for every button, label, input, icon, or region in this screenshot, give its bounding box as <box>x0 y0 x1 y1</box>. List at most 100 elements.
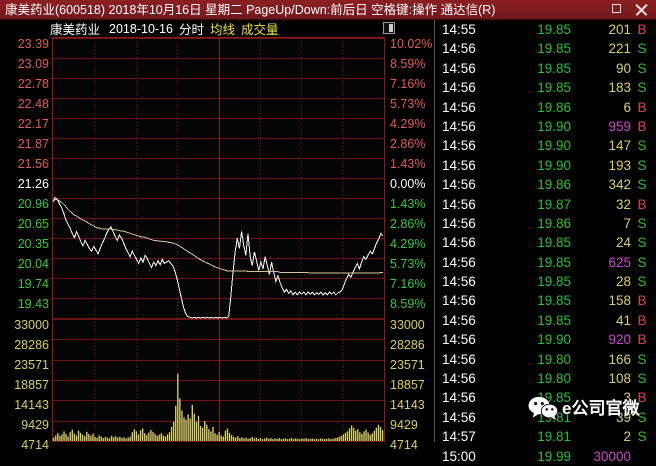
volume-bar <box>90 435 92 441</box>
ticker-row[interactable]: 14:56 19.81 39 S <box>435 408 656 427</box>
ticker-row[interactable]: 14:56 19.90 920 B <box>435 330 656 349</box>
volume-bar <box>357 429 359 441</box>
volume-bar <box>162 435 165 441</box>
volume-bar <box>61 434 63 441</box>
percent-axis-label: 1.43% <box>390 197 426 211</box>
volume-axis-label: 33000 <box>390 318 425 332</box>
chart-ma-label[interactable]: 均线 <box>209 23 235 37</box>
close-x-icon[interactable] <box>635 3 648 16</box>
ticker-row[interactable]: 14:56 19.85 183 S <box>435 78 656 97</box>
volume-bar <box>228 432 231 441</box>
price-axis-label: 22.78 <box>17 77 49 91</box>
ticker-time: 14:56 <box>442 235 476 251</box>
volume-bar <box>121 438 123 441</box>
ticker-volume: 342 <box>608 177 631 193</box>
volume-bar <box>181 410 183 441</box>
volume-bar <box>230 435 233 441</box>
percent-axis-label: 10.02% <box>390 37 433 51</box>
ticker-row[interactable]: 14:56 19.85 221 S <box>435 39 656 58</box>
ticker-price: 19.90 <box>537 118 571 134</box>
ticker-row[interactable]: 14:56 19.85 28 S <box>435 272 656 291</box>
chart-volume-label[interactable]: 成交量 <box>241 23 279 37</box>
ticker-price: 19.85 <box>537 293 571 309</box>
volume-bar <box>129 436 131 441</box>
ticker-direction-flag: S <box>637 274 647 290</box>
ticker-row[interactable]: 14:56 19.85 158 B <box>435 291 656 310</box>
volume-bar <box>361 433 363 441</box>
volume-bar <box>146 435 148 441</box>
volume-bar <box>160 433 162 441</box>
volume-bar <box>241 437 243 441</box>
volume-bar <box>199 425 202 441</box>
volume-bar <box>355 430 357 441</box>
volume-bar <box>106 437 109 441</box>
chart-column: 康美药业 2018-10-16 分时 均线 成交量 23.39 23.09 22.7… <box>0 20 434 452</box>
volume-bar <box>193 413 196 441</box>
volume-bar <box>315 438 318 441</box>
ticker-time: 14:56 <box>442 196 476 212</box>
ticker-row[interactable]: 15:00 19.99 30000 <box>435 447 656 466</box>
ticker-direction-flag: S <box>637 235 647 251</box>
ticker-price: 19.85 <box>537 60 571 76</box>
ticker-row[interactable]: 14:56 19.86 7 S <box>435 214 656 233</box>
ticker-direction-flag: B <box>637 390 647 406</box>
maximize-square-icon[interactable] <box>611 3 624 16</box>
ticker-row[interactable]: 14:57 19.81 2 S <box>435 427 656 446</box>
ticker-direction-flag: B <box>637 196 647 212</box>
ticker-row[interactable]: 14:56 19.86 342 S <box>435 175 656 194</box>
volume-bar <box>330 439 332 441</box>
trade-ticker-list[interactable]: 14:55 19.85 201 B 14:56 19.85 221 S 14:56 19.85 90… <box>434 20 656 464</box>
ticker-row[interactable]: 14:56 19.90 959 B <box>435 117 656 136</box>
volume-bar <box>363 431 365 441</box>
price-axis-label: 21.56 <box>17 157 49 171</box>
price-axis-label: 20.65 <box>17 217 49 231</box>
ticker-row[interactable]: 14:56 19.87 32 B <box>435 195 656 214</box>
window-titlebar: 康美药业(600518) 2018年10月16日 星期二 PageUp/Down… <box>0 0 656 20</box>
volume-bar <box>204 421 206 441</box>
volume-bar <box>172 421 175 441</box>
percent-axis-right: 10.02% 8.59% 7.16% 5.73% 4.29% 2.86% 1.43% 0.00… <box>388 37 434 452</box>
ticker-price: 19.85 <box>537 254 571 270</box>
volume-bar <box>164 436 167 441</box>
ticker-row[interactable]: 14:56 19.90 193 S <box>435 156 656 175</box>
ticker-row[interactable]: 14:56 19.86 6 B <box>435 98 656 117</box>
volume-bar <box>292 439 295 441</box>
percent-axis-label: 4.29% <box>390 237 426 251</box>
ticker-row[interactable]: 14:56 19.80 166 S <box>435 350 656 369</box>
chart-header: 康美药业 2018-10-16 分时 均线 成交量 <box>0 20 434 37</box>
ticker-price: 19.90 <box>537 332 571 348</box>
ticker-row[interactable]: 14:56 19.80 108 S <box>435 369 656 388</box>
ticker-row[interactable]: 14:56 19.85 625 S <box>435 253 656 272</box>
volume-bar <box>226 428 229 441</box>
ticker-volume: 920 <box>608 332 631 348</box>
volume-bar <box>67 436 69 441</box>
ticker-row[interactable]: 14:56 19.85 90 S <box>435 59 656 78</box>
volume-bar <box>179 398 181 441</box>
ticker-row[interactable]: 14:55 19.85 201 B <box>435 20 656 39</box>
volume-bar <box>141 428 144 441</box>
volume-bar <box>104 436 107 441</box>
ticker-direction-flag: S <box>637 371 647 387</box>
volume-plot[interactable] <box>52 319 385 442</box>
volume-bar <box>290 438 293 441</box>
ticker-row[interactable]: 14:56 19.85 24 S <box>435 233 656 252</box>
volume-bar <box>286 439 289 441</box>
volume-bar <box>84 436 86 441</box>
price-axis-label: 21.26 <box>17 177 49 191</box>
split-panel-icon[interactable] <box>383 22 395 34</box>
price-plot[interactable] <box>52 37 385 319</box>
volume-bar <box>94 436 96 441</box>
ticker-price: 19.85 <box>537 390 571 406</box>
ticker-volume: 147 <box>608 138 631 154</box>
ticker-direction-flag: B <box>637 332 647 348</box>
volume-bar <box>98 435 100 441</box>
ticker-row[interactable]: 14:56 19.85 41 B <box>435 311 656 330</box>
volume-bar <box>245 437 247 441</box>
ticker-time: 14:56 <box>442 390 476 406</box>
ticker-row[interactable]: 14:56 19.85 3 B <box>435 388 656 407</box>
ticker-time: 14:56 <box>442 99 476 115</box>
volume-axis-label: 9429 <box>21 418 49 432</box>
ticker-row[interactable]: 14:56 19.90 147 S <box>435 136 656 155</box>
price-axis-label: 23.09 <box>17 57 49 71</box>
volume-bar <box>261 439 264 441</box>
